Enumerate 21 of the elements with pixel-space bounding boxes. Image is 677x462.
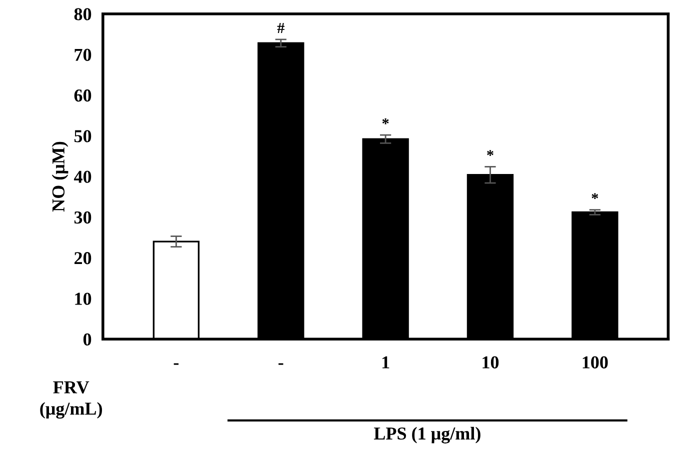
data-label: * (487, 150, 494, 156)
data-label: * (592, 193, 598, 199)
y-tick-label: 30 (74, 211, 92, 224)
y-tick-label: 80 (74, 8, 92, 20)
data-label: # (277, 22, 284, 33)
y-tick-label: 40 (74, 170, 92, 183)
y-tick-label: 50 (74, 130, 92, 142)
y-tick-label: 60 (74, 89, 92, 102)
y-axis-title: NO (μM) (52, 142, 68, 212)
x-axis-title: FRV (μg/mL) (40, 381, 102, 419)
y-tick-label: 10 (75, 292, 92, 305)
y-tick-label: 70 (74, 48, 92, 61)
x-tick-label: 1 (382, 356, 390, 368)
x-tick-label: 10 (482, 356, 499, 368)
data-label: * (382, 118, 389, 124)
text: LPS (1 μg/ml) (374, 426, 480, 444)
x-tick-label: - (174, 363, 179, 365)
x-tick-label: - (278, 363, 284, 365)
y-tick-label: 0 (83, 333, 92, 346)
y-tick-label: 20 (74, 252, 92, 264)
x-tick-label: 100 (582, 356, 608, 368)
